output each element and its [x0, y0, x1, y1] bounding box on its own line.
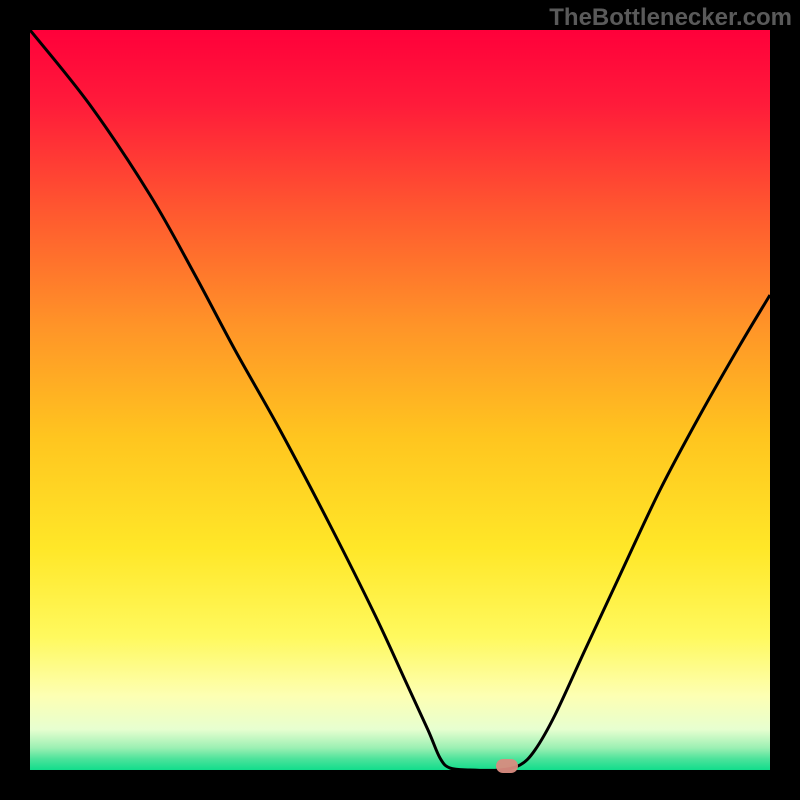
chart-frame: TheBottlenecker.com [0, 0, 800, 800]
chart-svg [0, 0, 800, 800]
watermark-text: TheBottlenecker.com [549, 4, 792, 32]
plot-background [30, 30, 770, 770]
optimal-marker [496, 759, 518, 773]
